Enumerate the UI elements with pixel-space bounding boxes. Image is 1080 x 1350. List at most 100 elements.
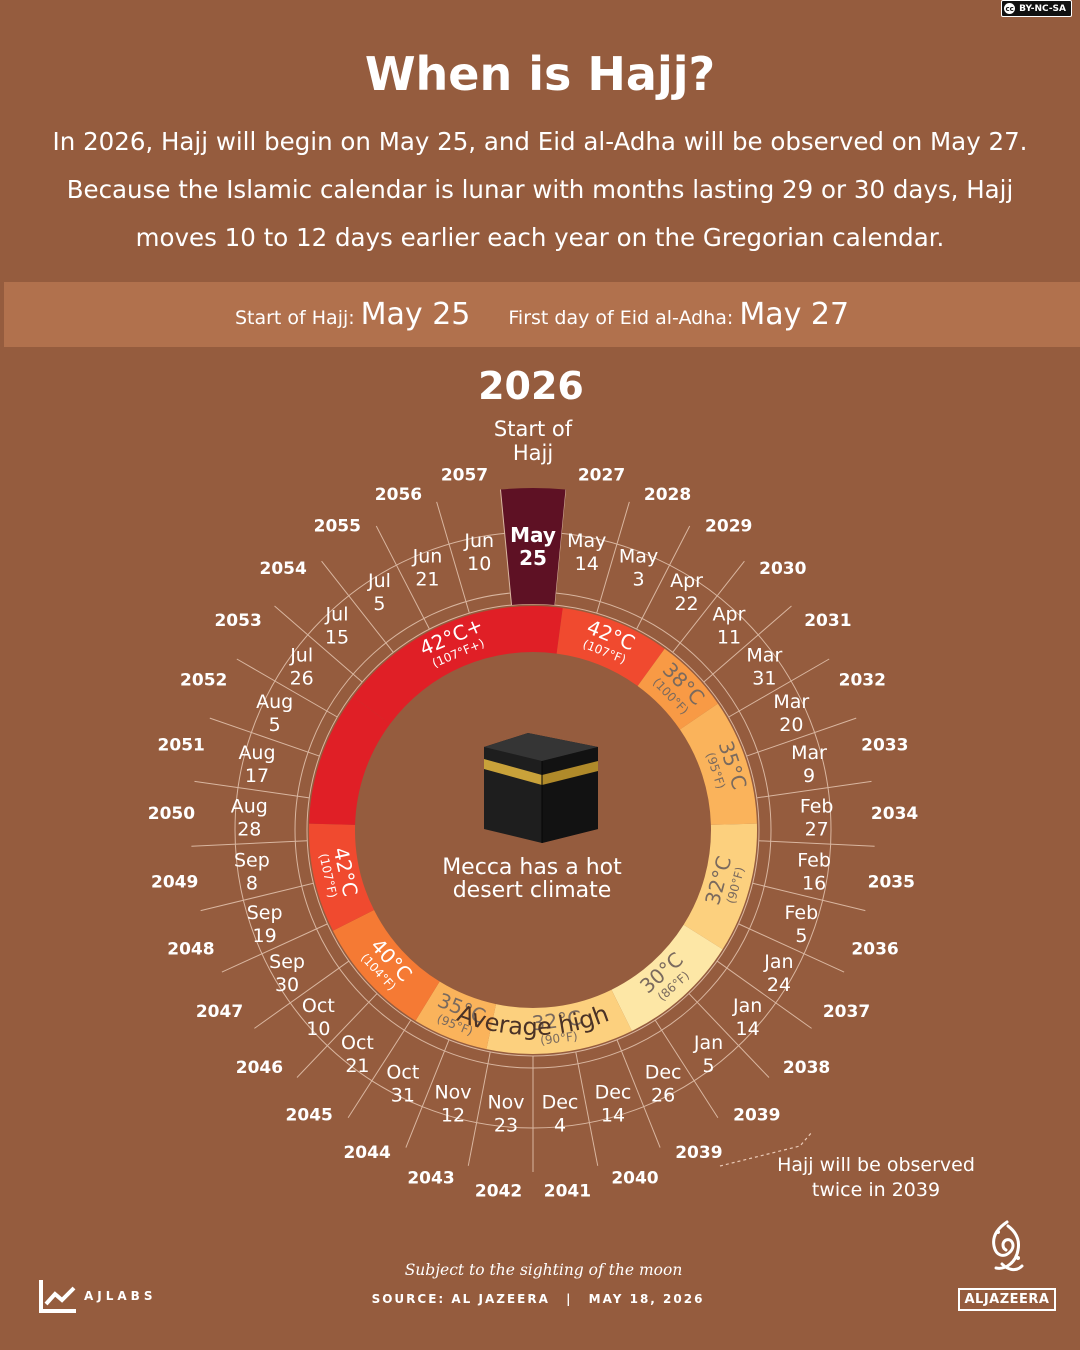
source-name: AL JAZEERA (451, 1292, 550, 1306)
segment-month: Mar (791, 742, 827, 764)
temperature-band (486, 989, 632, 1055)
segment-year: 2049 (151, 873, 198, 893)
climate-note: Mecca has a hot desert climate (442, 855, 622, 903)
segment-divider (688, 993, 770, 1078)
subject-note: Subject to the sighting of the moon (404, 1261, 683, 1279)
temperature-fahrenheit: (90°F) (539, 1029, 578, 1048)
segment-month: Sep (247, 902, 283, 924)
segment-divider (746, 717, 857, 757)
segment-month: May (510, 523, 556, 547)
segment-divider (499, 489, 513, 606)
segment-divider (752, 882, 866, 912)
segment-divider (221, 923, 328, 973)
segment-month: Nov (434, 1081, 471, 1103)
temperature-label: 32°C(90°F) (531, 1006, 583, 1048)
segment-day: 14 (575, 553, 599, 575)
segment-day: 5 (269, 714, 281, 736)
segment-divider (654, 1019, 719, 1118)
temperature-band (683, 823, 757, 950)
source-line: SOURCE: AL JAZEERA | MAY 18, 2026 (371, 1292, 705, 1306)
segment-divider (405, 1039, 450, 1148)
current-year-segment (500, 488, 566, 606)
segment-month: Dec (542, 1092, 579, 1114)
segment-year: 2030 (759, 559, 806, 579)
segment-day: 22 (674, 593, 698, 615)
segment-month: Feb (800, 795, 834, 817)
temperature-band (556, 607, 665, 686)
segment-year: 2043 (407, 1168, 454, 1188)
segment-day: 10 (306, 1018, 330, 1040)
segment-day: 19 (253, 925, 277, 947)
segment-month: Jun (412, 545, 443, 567)
hajj-start-label: Start of Hajj: (234, 307, 355, 329)
segment-month: Feb (797, 849, 831, 871)
eid-start-value: May 27 (739, 297, 850, 332)
segment-divider (347, 1019, 412, 1118)
temperature-band (611, 924, 723, 1032)
segment-divider (321, 560, 394, 653)
segment-day: 4 (554, 1115, 566, 1137)
segment-day: 12 (441, 1104, 465, 1126)
segment-year: 2035 (868, 873, 915, 893)
segment-month: Jan (732, 995, 762, 1017)
segment-day: 14 (736, 1018, 760, 1040)
segment-day: 3 (633, 568, 645, 590)
segment-day: 28 (237, 818, 261, 840)
hajj-start: Start of Hajj: May 25 (235, 297, 470, 332)
temperature-band (353, 606, 563, 725)
segment-year: 2047 (196, 1002, 243, 1022)
segment-month: Nov (487, 1092, 524, 1114)
source-date: MAY 18, 2026 (588, 1292, 705, 1306)
segment-year: 2039 (675, 1143, 722, 1163)
segment-month: Jul (289, 644, 313, 666)
segment-year: 2052 (180, 671, 227, 691)
dates-band: Start of Hajj: May 25 First day of Eid a… (4, 282, 1080, 347)
segment-year: 2034 (871, 804, 918, 824)
segment-day: 26 (651, 1084, 675, 1106)
creative-commons-icon: cc (1004, 3, 1016, 14)
segment-month: Mar (746, 644, 782, 666)
license-text: BY-NC-SA (1019, 3, 1066, 14)
segment-month: Jan (763, 951, 793, 973)
segment-month: Oct (386, 1061, 419, 1083)
segment-day: 11 (717, 626, 741, 648)
temperature-band (308, 823, 375, 931)
segment-day: 20 (779, 714, 803, 736)
temperature-label: 42°C(107°F) (316, 845, 362, 899)
segment-month: Dec (645, 1061, 682, 1083)
segment-year: 2027 (578, 466, 625, 486)
segment-month: Aug (238, 742, 275, 764)
segment-day: 5 (795, 925, 807, 947)
twice-note: Hajj will be observed twice in 2039 (777, 1154, 975, 1201)
segment-day: 5 (703, 1055, 715, 1077)
segment-month: Dec (595, 1081, 632, 1103)
segment-month: Oct (302, 995, 335, 1017)
segment-month: Aug (256, 691, 293, 713)
segment-month: Jul (325, 603, 349, 625)
segment-year: 2038 (783, 1058, 830, 1078)
segment-year: 2040 (611, 1168, 658, 1188)
segment-month: Mar (773, 691, 809, 713)
segment-divider (596, 501, 630, 614)
segment-divider (375, 525, 430, 630)
segment-year: 2056 (375, 485, 422, 505)
segment-day: 27 (805, 818, 829, 840)
segment-month: Sep (234, 849, 270, 871)
ajlabs-logo: AJLABS (38, 1278, 156, 1314)
segment-day: 26 (290, 667, 314, 689)
segment-divider (738, 923, 845, 973)
eid-start: First day of Eid al-Adha: May 27 (508, 297, 849, 332)
start-of-hajj-label: Start of (494, 417, 573, 441)
segment-day: 23 (494, 1115, 518, 1137)
segment-year: 2029 (705, 516, 752, 536)
kaaba-icon (484, 733, 598, 843)
segment-year: 2044 (343, 1143, 390, 1163)
segment-day: 21 (345, 1055, 369, 1077)
segment-divider (274, 605, 363, 683)
segment-year: 2031 (804, 611, 851, 631)
segment-month: Jun (463, 530, 494, 552)
segment-day: 14 (601, 1104, 625, 1126)
segment-day: 21 (415, 568, 439, 590)
segment-year: 2053 (214, 611, 261, 631)
